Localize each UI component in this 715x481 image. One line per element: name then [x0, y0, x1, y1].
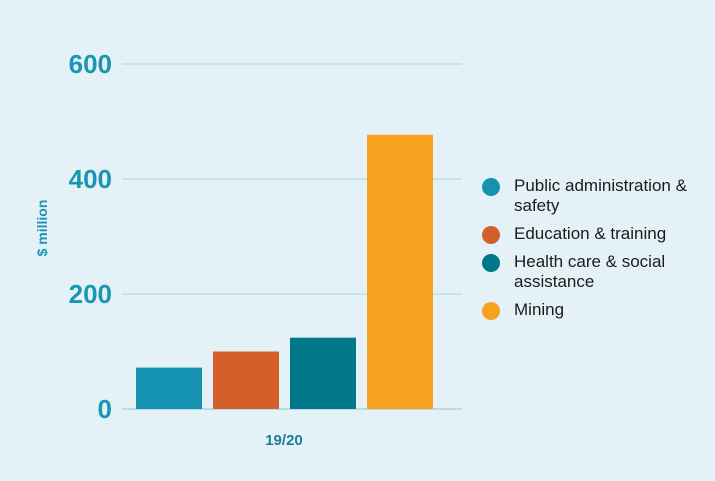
legend-item: Education & training — [482, 224, 712, 244]
y-axis-ticks: 0 200 400 600 — [69, 49, 112, 424]
x-category-label: 19/20 — [265, 432, 303, 449]
y-tick-label: 400 — [69, 164, 112, 194]
legend-item: Mining — [482, 300, 712, 320]
bar — [213, 351, 279, 409]
bar — [290, 337, 356, 409]
y-tick-label: 200 — [69, 279, 112, 309]
legend-swatch-education — [482, 226, 500, 244]
y-axis-label: $ million — [34, 200, 50, 257]
legend-item: Public administration & safety — [482, 176, 712, 216]
legend-label: Education & training — [514, 224, 667, 243]
bar — [136, 367, 202, 409]
legend-label: Health care & social assistance — [514, 252, 666, 291]
legend-swatch-health-care — [482, 254, 500, 272]
legend-label: Public administration & safety — [514, 176, 687, 215]
y-tick-label: 600 — [69, 49, 112, 79]
y-tick-label: 0 — [98, 394, 112, 424]
bar — [367, 134, 433, 409]
legend-item: Health care & social assistance — [482, 252, 712, 292]
legend-swatch-public-administration — [482, 178, 500, 196]
legend-label: Mining — [514, 300, 565, 319]
legend-swatch-mining — [482, 302, 500, 320]
legend: Public administration & safety Education… — [482, 176, 712, 328]
bars — [136, 134, 433, 409]
